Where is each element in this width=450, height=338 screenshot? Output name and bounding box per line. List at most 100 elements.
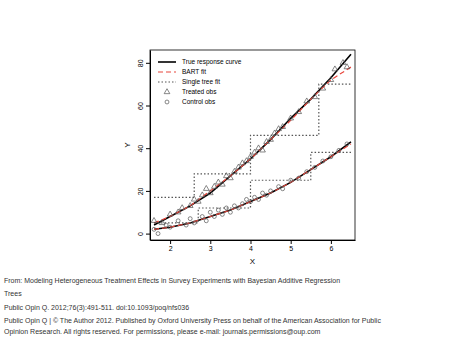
point xyxy=(228,175,234,180)
point xyxy=(297,176,301,180)
y-tick-mark xyxy=(146,191,150,192)
y-tick-mark xyxy=(146,148,150,149)
point xyxy=(195,198,201,203)
point xyxy=(203,185,209,190)
point xyxy=(313,165,317,169)
plot-frame xyxy=(150,50,355,240)
point xyxy=(329,155,333,159)
line xyxy=(154,142,351,230)
point xyxy=(220,181,226,186)
y-axis-title: Y xyxy=(123,142,132,148)
legend-label: Control obs xyxy=(182,98,216,105)
point xyxy=(215,179,221,184)
x-tick-mark xyxy=(210,240,211,244)
point xyxy=(296,109,302,114)
point xyxy=(207,190,213,195)
point xyxy=(168,225,172,229)
x-tick-label: 3 xyxy=(209,245,213,252)
x-tick: 4 xyxy=(249,240,253,252)
point xyxy=(200,215,204,219)
y-tick: 0 xyxy=(137,232,150,236)
y-tick-mark xyxy=(146,106,150,107)
point xyxy=(277,185,281,189)
x-tick: 3 xyxy=(209,240,213,252)
x-tick: 5 xyxy=(289,240,293,252)
point xyxy=(344,64,350,69)
point xyxy=(151,218,157,223)
point xyxy=(220,212,224,216)
caption-line: Public Opin Q | © The Author 2012. Publi… xyxy=(4,317,381,325)
point xyxy=(328,77,334,82)
y-tick: 20 xyxy=(137,187,150,195)
point xyxy=(176,219,180,223)
point xyxy=(257,197,261,201)
point xyxy=(187,203,193,208)
point xyxy=(164,223,168,227)
y-axis: 0 20 40 60 80 xyxy=(137,51,151,241)
point xyxy=(224,173,230,178)
point xyxy=(179,205,185,210)
legend-label: True response curve xyxy=(182,58,242,66)
legend-label: Single tree fit xyxy=(182,78,220,86)
x-tick-label: 4 xyxy=(249,245,253,252)
point xyxy=(345,142,349,146)
x-tick-mark xyxy=(291,240,292,244)
point xyxy=(184,223,188,227)
plot-data xyxy=(151,54,351,235)
point xyxy=(304,98,310,103)
point xyxy=(260,147,266,152)
x-tick-label: 6 xyxy=(329,245,333,252)
point xyxy=(156,232,160,236)
point xyxy=(253,195,257,199)
point xyxy=(337,148,341,152)
point xyxy=(249,200,253,204)
y-tick-mark xyxy=(146,63,150,64)
point xyxy=(261,191,265,195)
y-tick-label: 40 xyxy=(137,145,144,153)
point xyxy=(204,219,208,223)
point xyxy=(321,159,325,163)
y-tick-label: 20 xyxy=(137,187,144,195)
point xyxy=(236,206,240,210)
point xyxy=(167,211,173,216)
x-tick-label: 2 xyxy=(169,245,173,252)
y-tick: 40 xyxy=(137,145,150,153)
point xyxy=(192,221,196,225)
point xyxy=(240,202,244,206)
point xyxy=(320,85,326,90)
x-tick-mark xyxy=(250,240,251,244)
point xyxy=(305,170,309,174)
legend-label: Treated obs xyxy=(182,88,217,95)
x-tick: 2 xyxy=(169,240,173,252)
x-axis: 2 3 4 5 6 xyxy=(151,240,356,252)
point xyxy=(212,215,216,219)
y-tick-mark xyxy=(146,234,150,235)
line xyxy=(154,144,351,229)
point xyxy=(228,210,232,214)
caption-line: Trees xyxy=(4,290,22,297)
caption-line: Public Opin Q. 2012;76(3):491-511. doi:1… xyxy=(4,304,189,312)
legend-label: BART fit xyxy=(182,68,206,75)
point xyxy=(152,227,156,231)
point xyxy=(191,196,197,201)
line xyxy=(154,152,351,222)
chart: 23456020406080XYTrue response curveBART … xyxy=(0,0,450,338)
y-tick-label: 60 xyxy=(137,102,144,110)
point xyxy=(268,136,274,141)
x-tick-mark xyxy=(331,240,332,244)
point xyxy=(265,193,269,197)
point xyxy=(216,208,220,212)
legend-swatch xyxy=(158,61,176,63)
legend-swatch xyxy=(164,89,170,94)
legend-swatch xyxy=(158,71,176,72)
y-tick-label: 0 xyxy=(137,232,144,236)
line xyxy=(154,67,351,223)
point xyxy=(256,145,262,150)
y-tick-label: 80 xyxy=(137,59,144,67)
point xyxy=(208,210,212,214)
point xyxy=(224,206,228,210)
point xyxy=(269,189,273,193)
legend: True response curve BART fit Single tree f… xyxy=(158,58,242,105)
point xyxy=(199,192,205,197)
x-axis-title: X xyxy=(250,257,256,266)
